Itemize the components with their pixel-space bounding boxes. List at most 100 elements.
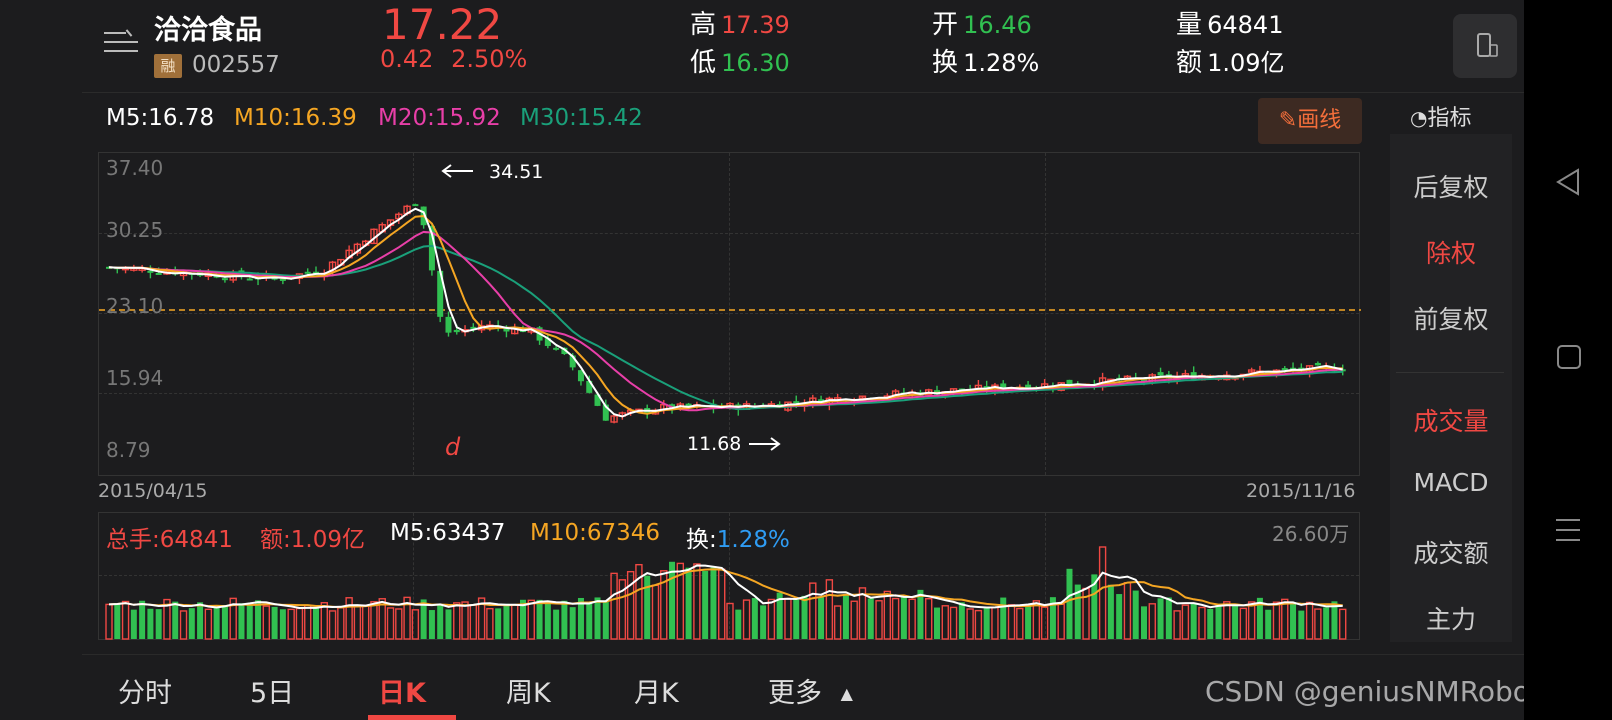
volume-bar [891, 597, 900, 640]
candle-body [453, 329, 460, 333]
volume-bar [1281, 598, 1289, 640]
candle-body [544, 338, 551, 346]
grid-line [99, 575, 1359, 576]
high-arrow-icon [441, 164, 473, 178]
gauge-icon: ◔ [1410, 106, 1428, 130]
volume-bar [626, 570, 635, 640]
volume-bar [1247, 601, 1256, 640]
volume-bar [139, 600, 146, 639]
candle-body [1000, 383, 1007, 391]
y-axis-label: 23.10 [106, 294, 164, 318]
volume-bar [1290, 602, 1297, 639]
candle-body [1141, 379, 1147, 382]
volume-bar [793, 598, 800, 639]
volume-bar [858, 587, 867, 640]
volume-bar [833, 605, 842, 640]
volume-bar [726, 602, 734, 640]
volume-bar [1123, 582, 1132, 640]
menu-icon[interactable] [104, 28, 138, 58]
candle-body [793, 401, 800, 404]
low-annotation: 11.68 [687, 433, 742, 455]
draw-line-button[interactable]: ✎画线 [1258, 98, 1362, 144]
kline-chart[interactable]: 34.51 11.68 d [98, 152, 1361, 476]
side-panel: 后复权 除权 前复权 成交量 MACD 成交额 主力 [1390, 134, 1512, 642]
volume-bar [602, 601, 609, 639]
volume-bar [105, 603, 113, 640]
back-icon[interactable] [1524, 162, 1612, 206]
volume-bar [544, 601, 551, 639]
volume-amount: 额:1.09亿 [260, 527, 365, 553]
volume-bar [610, 572, 618, 640]
side-item-volume[interactable]: 成交量 [1413, 407, 1489, 436]
volume-bar [809, 582, 817, 640]
tab-5day[interactable]: 5日 [250, 678, 295, 709]
candle-body [685, 403, 692, 408]
side-item-ex-rights[interactable]: 除权 [1425, 239, 1476, 268]
volume-bar [188, 608, 195, 639]
volume-bar [553, 609, 560, 639]
tab-weekly-k[interactable]: 周K [506, 678, 551, 709]
grid-line [729, 513, 730, 639]
recents-icon[interactable] [1524, 510, 1612, 554]
volume-m5: M5:63437 [390, 520, 506, 546]
candle-body [858, 395, 867, 399]
volume-bar [1272, 601, 1281, 640]
indicator-button[interactable]: ◔指标 [1410, 100, 1471, 132]
candle-body [594, 394, 601, 406]
candle-body [437, 270, 444, 317]
tab-daily-k[interactable]: 日K [378, 678, 426, 709]
tab-more[interactable]: 更多 ▲ [768, 678, 853, 709]
volume-bar [1040, 606, 1049, 640]
volume-chart[interactable] [98, 512, 1360, 640]
side-item-pre-adjust[interactable]: 前复权 [1413, 305, 1489, 334]
volume-bar [776, 592, 783, 639]
volume-bar [934, 607, 940, 639]
volume-bar [1116, 594, 1123, 639]
tab-monthly-k[interactable]: 月K [634, 678, 679, 709]
candle-body [569, 355, 576, 368]
candle-body [503, 327, 510, 332]
volume-bar [469, 604, 478, 640]
grid-line [99, 393, 1359, 394]
y-axis-label: 37.40 [106, 156, 164, 180]
volume-bar [1207, 608, 1214, 639]
low-value: 16.30 [721, 49, 790, 77]
volume-bar [1323, 607, 1330, 639]
side-item-macd[interactable]: MACD [1413, 468, 1489, 497]
landscape-toggle-button[interactable] [1453, 14, 1517, 78]
home-icon[interactable] [1524, 336, 1612, 380]
volume-bar [411, 609, 420, 640]
volume-bar [503, 603, 510, 639]
volume-bar [1181, 604, 1190, 640]
volume-bar [908, 598, 916, 640]
volume-bar [395, 608, 403, 640]
header-divider [82, 92, 1524, 93]
high-stat: 高 17.39 [690, 4, 790, 41]
candle-body [610, 415, 618, 423]
volume-bar [378, 598, 386, 640]
candle-body [155, 272, 162, 275]
volume-bar [163, 598, 171, 640]
tab-intraday[interactable]: 分时 [118, 678, 172, 709]
grid-line [413, 153, 414, 475]
candle-body [1314, 362, 1321, 366]
volume-bar [651, 584, 660, 640]
low-arrow-icon [749, 437, 781, 451]
volume-bar [1157, 598, 1164, 639]
volume-bar [991, 606, 999, 640]
volume-bar [246, 603, 253, 639]
volume-bar [155, 609, 162, 639]
candle-body [1066, 379, 1073, 386]
volume-bar [1025, 604, 1032, 639]
open-label: 开 [932, 10, 959, 40]
candle-body [561, 347, 568, 355]
volume-bar [941, 605, 949, 640]
volume-bar [428, 610, 435, 639]
side-item-post-adjust[interactable]: 后复权 [1413, 173, 1489, 202]
volume-bar [370, 601, 378, 640]
volume-bar [1098, 546, 1107, 640]
side-item-amount[interactable]: 成交额 [1413, 539, 1489, 568]
volume-bar [262, 605, 271, 640]
side-item-main-force[interactable]: 主力 [1425, 605, 1476, 634]
y-axis-label: 8.79 [106, 438, 151, 462]
